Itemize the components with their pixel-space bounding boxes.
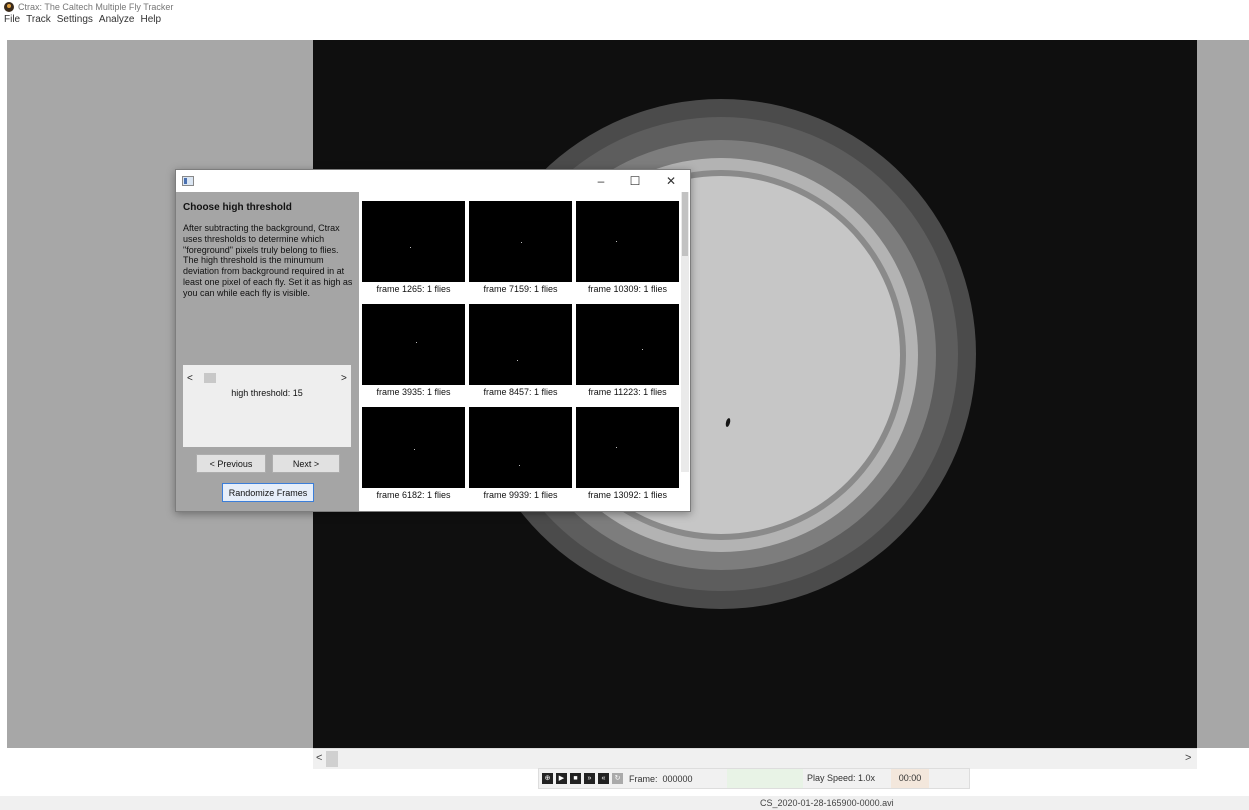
frame-caption: frame 10309: 1 flies	[587, 284, 668, 294]
frame-image	[469, 304, 572, 385]
frame-grid-scrollbar[interactable]	[681, 192, 689, 472]
threshold-readout: high threshold: 15	[183, 388, 351, 398]
time-display: 00:00	[891, 769, 929, 788]
app-title: Ctrax: The Caltech Multiple Fly Tracker	[18, 2, 174, 12]
threshold-slider-panel: < > high threshold: 15	[183, 365, 351, 447]
frame-thumbnail: frame 10309: 1 flies	[576, 201, 679, 304]
randomize-frames-button[interactable]: Randomize Frames	[222, 483, 314, 502]
dialog-window-icon	[182, 176, 194, 186]
dialog-heading: Choose high threshold	[183, 202, 292, 213]
frame-image	[362, 201, 465, 282]
stop-icon[interactable]: ■	[570, 773, 581, 784]
frame-thumbnail: frame 11223: 1 flies	[576, 304, 679, 407]
instructions-panel: Choose high threshold After subtracting …	[176, 192, 359, 511]
minimize-button[interactable]: –	[597, 174, 605, 188]
frame-image	[362, 304, 465, 385]
ctrax-app-icon	[4, 2, 14, 12]
frame-image	[576, 407, 679, 488]
frame-caption: frame 9939: 1 flies	[483, 490, 558, 500]
maximize-button[interactable]: ☐	[629, 174, 641, 188]
menu-file[interactable]: File	[4, 14, 21, 25]
frame-label: Frame:	[629, 773, 658, 784]
frame-thumbnail: frame 13092: 1 flies	[576, 407, 679, 510]
frame-caption: frame 1265: 1 flies	[376, 284, 451, 294]
menu-settings[interactable]: Settings	[56, 14, 93, 25]
frame-image	[576, 304, 679, 385]
frame-image	[469, 201, 572, 282]
fast-forward-icon[interactable]: »	[584, 773, 595, 784]
play-speed: Play Speed: 1.0x	[807, 773, 876, 783]
frame-caption: frame 13092: 1 flies	[587, 490, 668, 500]
threshold-label: high threshold:	[231, 388, 291, 398]
menu-help[interactable]: Help	[140, 14, 162, 25]
dialog-titlebar[interactable]: – ☐ ✕	[176, 170, 690, 192]
playback-controls: ⊕ ▶ ■ » « ↻ Frame: 000000 Play Speed: 1.…	[538, 768, 970, 789]
frame-slider-box[interactable]	[727, 769, 803, 788]
frame-thumbnail: frame 3935: 1 flies	[362, 304, 465, 407]
menu-track[interactable]: Track	[26, 14, 51, 25]
slider-left-arrow[interactable]: <	[187, 373, 193, 384]
frame-image	[362, 407, 465, 488]
frame-caption: frame 8457: 1 flies	[483, 387, 558, 397]
frame-thumbnail: frame 9939: 1 flies	[469, 407, 572, 510]
menu-analyze[interactable]: Analyze	[98, 14, 135, 25]
frame-thumbnail: frame 6182: 1 flies	[362, 407, 465, 510]
threshold-slider-thumb[interactable]	[204, 373, 216, 383]
scroll-thumb[interactable]	[326, 751, 338, 767]
dialog-description: After subtracting the background, Ctrax …	[183, 223, 353, 298]
frame-image	[469, 407, 572, 488]
status-bar: CS_2020-01-28-165900-0000.avi	[0, 796, 1249, 810]
rewind-icon[interactable]: «	[598, 773, 609, 784]
slider-right-arrow[interactable]: >	[341, 373, 347, 384]
refresh-icon[interactable]: ↻	[612, 773, 623, 784]
status-filename: CS_2020-01-28-165900-0000.avi	[760, 798, 894, 808]
frame-image	[576, 201, 679, 282]
scroll-left-arrow[interactable]: <	[316, 752, 323, 764]
threshold-value: 15	[292, 388, 303, 398]
frame-grid: frame 1265: 1 flies frame 7159: 1 flies …	[361, 192, 681, 511]
menu-bar: File Track Settings Analyze Help	[0, 14, 161, 28]
play-icon[interactable]: ▶	[556, 773, 567, 784]
frame-caption: frame 6182: 1 flies	[376, 490, 451, 500]
frame-thumbnail: frame 8457: 1 flies	[469, 304, 572, 407]
threshold-dialog: – ☐ ✕ Choose high threshold After subtra…	[175, 169, 691, 512]
frame-caption: frame 7159: 1 flies	[483, 284, 558, 294]
horizontal-scrollbar[interactable]: < >	[313, 748, 1197, 769]
frame-caption: frame 3935: 1 flies	[376, 387, 451, 397]
app-titlebar: Ctrax: The Caltech Multiple Fly Tracker	[0, 0, 1249, 14]
frame-grid-scroll-thumb[interactable]	[682, 192, 688, 256]
frame-thumbnail: frame 7159: 1 flies	[469, 201, 572, 304]
frame-thumbnail: frame 1265: 1 flies	[362, 201, 465, 304]
frame-value: 000000	[662, 773, 693, 784]
frame-caption: frame 11223: 1 flies	[588, 387, 667, 397]
zoom-icon[interactable]: ⊕	[542, 773, 553, 784]
scroll-right-arrow[interactable]: >	[1185, 752, 1192, 764]
next-button[interactable]: Next >	[272, 454, 340, 473]
previous-button[interactable]: < Previous	[196, 454, 266, 473]
close-button[interactable]: ✕	[665, 174, 677, 188]
